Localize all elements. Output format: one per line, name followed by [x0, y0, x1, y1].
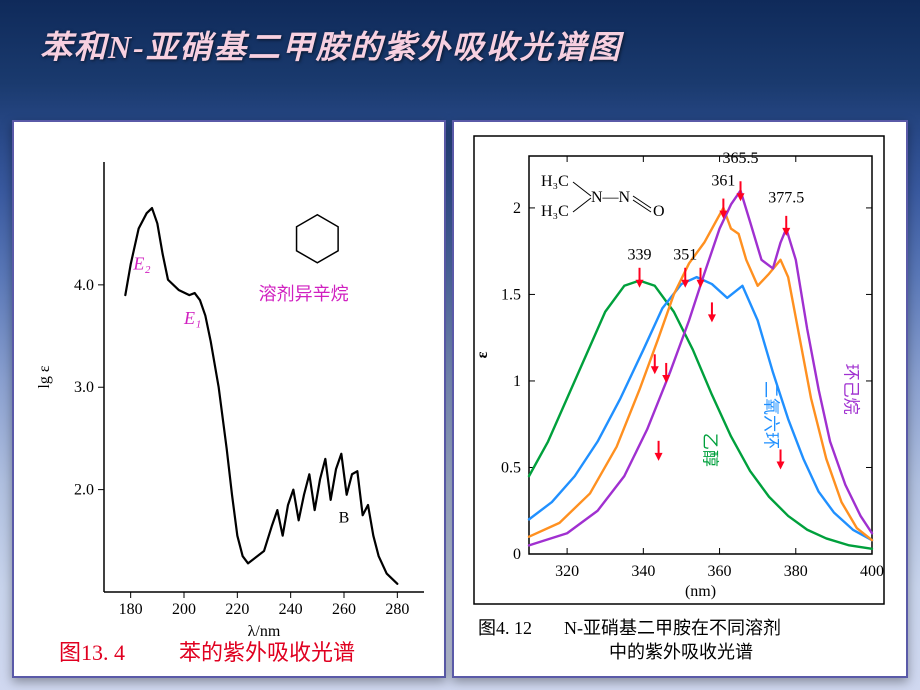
svg-text:1.5: 1.5 — [501, 286, 521, 303]
slide-container: 苯和N-亚硝基二甲胺的紫外吸收光谱图 2.03.04.0180200220240… — [0, 0, 920, 690]
svg-text:ε: ε — [474, 351, 491, 358]
svg-text:340: 340 — [631, 563, 655, 580]
slide-title: 苯和N-亚硝基二甲胺的紫外吸收光谱图 — [40, 22, 880, 68]
svg-text:2: 2 — [513, 200, 521, 217]
svg-text:200: 200 — [172, 601, 196, 618]
svg-text:λ/nm: λ/nm — [248, 623, 281, 640]
svg-text:O: O — [653, 203, 665, 220]
left-panel: 2.0 3.0 4.0 180 200 220 240 260 280 λ/nm lg ε E₂ E₁ B… — [12, 120, 446, 678]
svg-text:400: 400 — [860, 563, 884, 580]
svg-text:二氧六环: 二氧六环 — [761, 381, 780, 449]
svg-text:2.0: 2.0 — [74, 482, 94, 499]
svg-text:380: 380 — [784, 563, 808, 580]
svg-text:图4. 12: 图4. 12 — [478, 618, 532, 638]
svg-text:中的紫外吸收光谱: 中的紫外吸收光谱 — [609, 642, 753, 662]
svg-text:H₃C: H₃C — [541, 203, 569, 220]
svg-text:H₃C: H₃C — [541, 173, 569, 190]
svg-text:4.0: 4.0 — [74, 277, 94, 294]
svg-text:320: 320 — [555, 563, 579, 580]
svg-text:图13. 4: 图13. 4 — [59, 640, 125, 665]
svg-text:240: 240 — [279, 601, 303, 618]
svg-text:0.5: 0.5 — [501, 459, 521, 476]
svg-text:377.5: 377.5 — [768, 190, 804, 207]
svg-text:B: B — [339, 509, 350, 526]
svg-text:180: 180 — [119, 601, 143, 618]
svg-text:1: 1 — [513, 373, 521, 390]
svg-text:361: 361 — [711, 172, 735, 189]
svg-text:N—N: N—N — [591, 189, 631, 206]
svg-text:E₁: E₁ — [183, 308, 201, 328]
svg-text:E₂: E₂ — [132, 254, 150, 274]
panels-row: 2.0 3.0 4.0 180 200 220 240 260 280 λ/nm lg ε E₂ E₁ B… — [12, 120, 908, 678]
svg-text:3.0: 3.0 — [74, 379, 94, 396]
svg-text:0: 0 — [513, 546, 521, 563]
svg-text:溶剂异辛烷: 溶剂异辛烷 — [259, 284, 349, 304]
svg-text:351: 351 — [673, 247, 697, 264]
svg-text:260: 260 — [332, 601, 356, 618]
svg-text:360: 360 — [708, 563, 732, 580]
svg-text:N-亚硝基二甲胺在不同溶剂: N-亚硝基二甲胺在不同溶剂 — [564, 618, 781, 638]
svg-text:苯的紫外吸收光谱: 苯的紫外吸收光谱 — [179, 640, 355, 665]
left-chart-svg: 2.0 3.0 4.0 180 200 220 240 260 280 λ/nm lg ε E₂ E₁ B… — [14, 122, 444, 674]
svg-text:365.5: 365.5 — [723, 150, 759, 167]
svg-text:(nm): (nm) — [685, 583, 716, 600]
svg-text:lg ε: lg ε — [36, 365, 53, 388]
svg-text:环己烷: 环己烷 — [841, 364, 860, 415]
right-panel: 0 0.5 1 1.5 2 320 340 360 380 400 (nm) ε H₃C H₃C N—N O 3… — [452, 120, 908, 678]
svg-text:220: 220 — [225, 601, 249, 618]
svg-text:280: 280 — [385, 601, 409, 618]
right-chart-svg: 0 0.5 1 1.5 2 320 340 360 380 400 (nm) ε H₃C H₃C N—N O 3… — [454, 122, 904, 674]
svg-text:乙醇: 乙醇 — [700, 433, 719, 467]
svg-text:339: 339 — [628, 247, 652, 264]
